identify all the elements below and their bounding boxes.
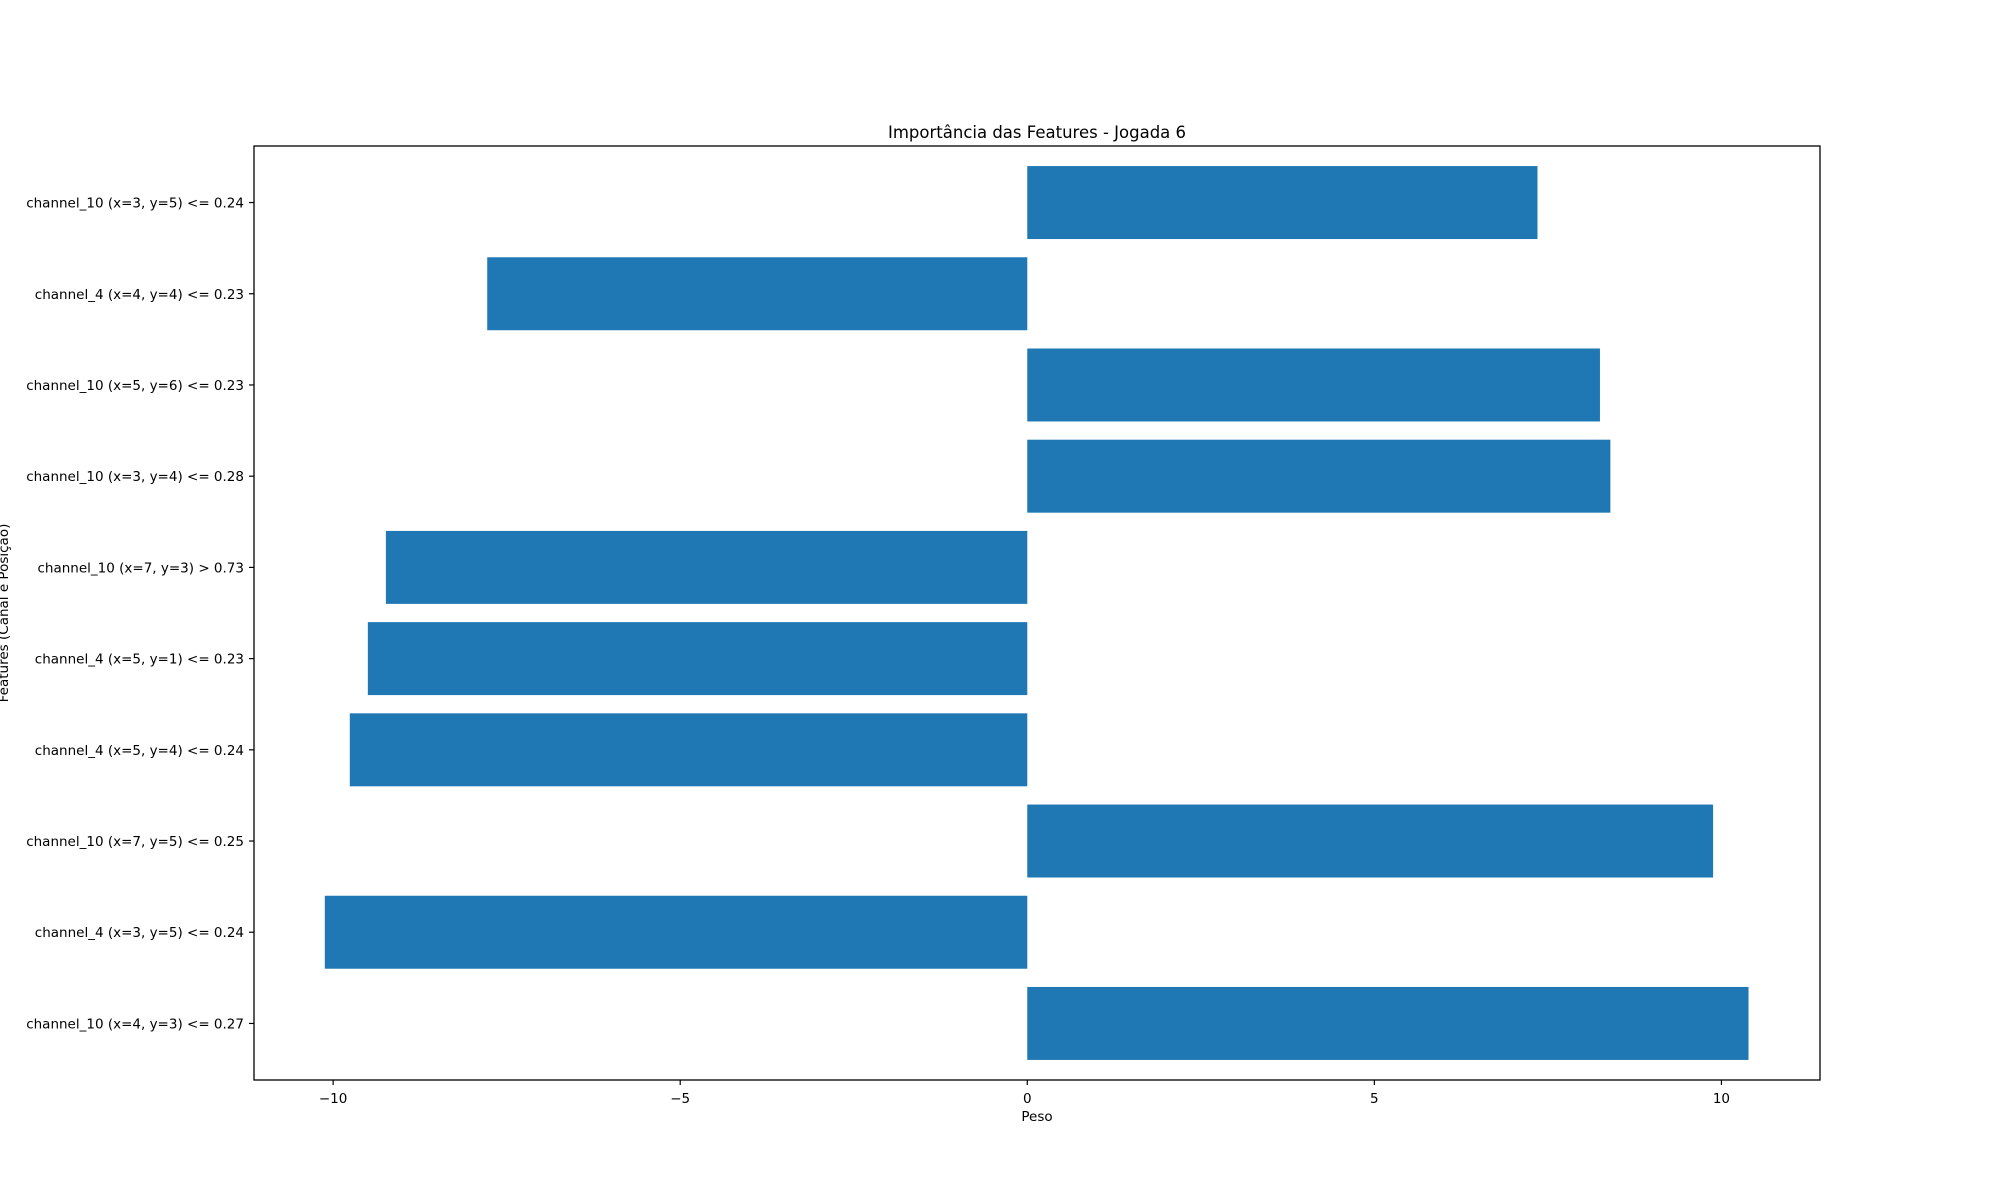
bar	[349, 713, 1028, 787]
x-tick-label: 10	[1713, 1091, 1730, 1107]
bar	[367, 622, 1028, 696]
plot-frame	[253, 145, 1821, 1081]
y-tick-label: channel_10 (x=7, y=5) <= 0.25	[26, 834, 244, 850]
bar	[1027, 348, 1600, 422]
y-tick-label: channel_10 (x=3, y=5) <= 0.24	[26, 196, 244, 212]
x-tick-label: −10	[319, 1091, 348, 1107]
x-tick-label: −5	[670, 1091, 690, 1107]
bar	[1027, 439, 1611, 513]
bar	[385, 530, 1028, 604]
bar	[1027, 986, 1749, 1060]
x-tick-label: 0	[1023, 1091, 1032, 1107]
x-tick-label: 5	[1370, 1091, 1379, 1107]
y-axis-ticks: channel_10 (x=3, y=5) <= 0.24 channel_4 (…	[26, 196, 254, 1032]
y-tick-label: channel_10 (x=5, y=6) <= 0.23	[26, 378, 244, 394]
bars-layer	[324, 166, 1749, 1060]
y-axis-label: Features (Canal e Posição)	[0, 524, 12, 703]
x-axis-label: Peso	[1021, 1109, 1052, 1125]
x-axis-ticks: −10 −5 0 5 10	[319, 1080, 1730, 1107]
bar	[324, 895, 1028, 969]
chart-title: Importância das Features - Jogada 6	[888, 123, 1186, 142]
y-tick-label: channel_4 (x=5, y=1) <= 0.23	[35, 652, 244, 668]
y-tick-label: channel_10 (x=4, y=3) <= 0.27	[26, 1016, 244, 1032]
y-tick-label: channel_4 (x=3, y=5) <= 0.24	[35, 925, 244, 941]
bar	[1027, 166, 1538, 240]
y-tick-label: channel_10 (x=3, y=4) <= 0.28	[26, 469, 244, 485]
y-tick-label: channel_4 (x=4, y=4) <= 0.23	[35, 287, 244, 303]
bar	[487, 257, 1028, 331]
bar	[1027, 804, 1714, 878]
y-tick-label: channel_4 (x=5, y=4) <= 0.24	[35, 743, 244, 759]
y-tick-label: channel_10 (x=7, y=3) > 0.73	[38, 560, 245, 576]
